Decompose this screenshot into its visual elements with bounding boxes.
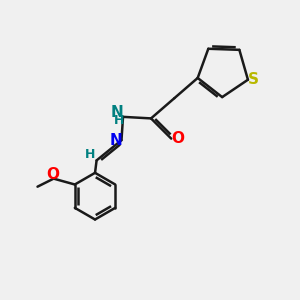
Text: O: O: [46, 167, 60, 182]
Text: H: H: [85, 148, 95, 161]
Text: N: N: [111, 105, 124, 120]
Text: N: N: [110, 133, 122, 148]
Text: O: O: [172, 131, 184, 146]
Text: S: S: [248, 72, 259, 87]
Text: H: H: [114, 114, 124, 127]
